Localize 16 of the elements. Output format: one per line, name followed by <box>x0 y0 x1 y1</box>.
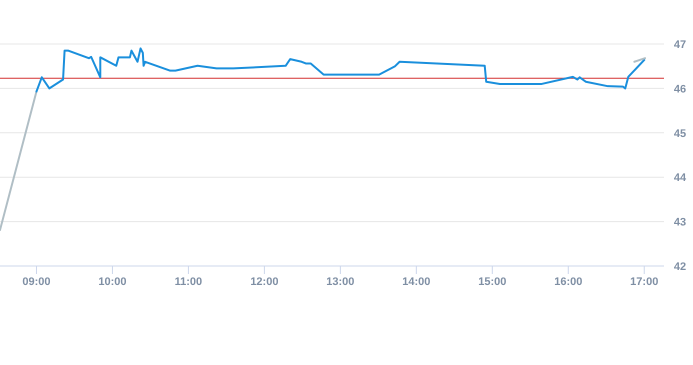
y-tick-label: 46 <box>674 83 686 96</box>
x-tick-label: 15:00 <box>478 276 506 288</box>
x-tick-label: 14:00 <box>402 276 430 288</box>
y-tick-label: 45 <box>674 128 686 140</box>
x-tick-label: 09:00 <box>22 276 51 288</box>
x-tick-label: 10:00 <box>98 276 127 288</box>
x-tick-label: 16:00 <box>554 276 582 288</box>
x-tick-label: 17:00 <box>630 276 658 288</box>
y-tick-label: 44 <box>674 172 687 184</box>
x-tick-label: 12:00 <box>250 276 278 288</box>
y-tick-label: 43 <box>674 216 686 229</box>
y-tick-label: 47 <box>674 39 686 51</box>
line-series <box>35 47 646 93</box>
y-tick-label: 42 <box>674 261 686 273</box>
x-tick-label: 11:00 <box>174 276 202 288</box>
x-tick-label: 13:00 <box>326 276 354 288</box>
